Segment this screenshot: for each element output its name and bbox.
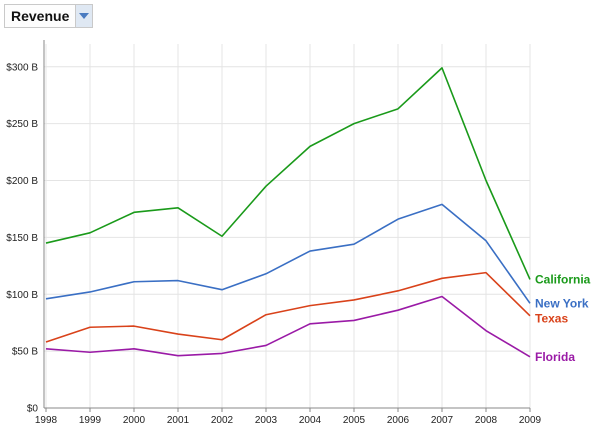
x-tick-label: 2002 (211, 415, 234, 425)
series-line-california (45, 67, 531, 280)
x-tick-label: 2000 (123, 415, 146, 425)
metric-selector-value: Revenue (11, 8, 70, 24)
x-tick-label: 2003 (255, 415, 278, 425)
series-line-new-york (45, 203, 531, 304)
chevron-down-icon[interactable] (75, 5, 93, 27)
series-label-california: California (535, 272, 591, 286)
y-tick-label: $200 B (6, 176, 38, 187)
metric-selector[interactable]: Revenue (4, 4, 94, 28)
x-tick-label: 2004 (299, 415, 322, 425)
series-label-florida: Florida (535, 350, 575, 364)
x-axis-ticks: 1998 1999 2000 2001 2002 2003 2004 2005 2006 2007… (35, 408, 542, 425)
series-line-texas (45, 271, 531, 343)
y-tick-label: $250 B (6, 119, 38, 130)
x-tick-label: 2007 (431, 415, 454, 425)
series-label-texas: Texas (535, 311, 568, 325)
series-label-new-york: New York (535, 296, 589, 310)
y-tick-label: $50 B (12, 347, 38, 358)
axes (43, 40, 530, 409)
y-tick-label: $100 B (6, 290, 38, 301)
x-tick-label: 1999 (79, 415, 102, 425)
x-tick-label: 2008 (475, 415, 498, 425)
series-line-florida (45, 295, 531, 358)
y-axis-ticks: $0 $50 B $100 B $150 B $200 B $250 B $300 B (6, 62, 38, 414)
x-tick-label: 1998 (35, 415, 58, 425)
y-tick-label: $150 B (6, 233, 38, 244)
grid-lines (44, 44, 531, 408)
x-tick-label: 2001 (167, 415, 190, 425)
x-tick-label: 2006 (387, 415, 410, 425)
x-tick-label: 2009 (519, 415, 542, 425)
y-tick-label: $300 B (6, 62, 38, 73)
y-tick-label: $0 (27, 404, 39, 415)
series-lines (45, 67, 531, 358)
x-tick-label: 2005 (343, 415, 366, 425)
